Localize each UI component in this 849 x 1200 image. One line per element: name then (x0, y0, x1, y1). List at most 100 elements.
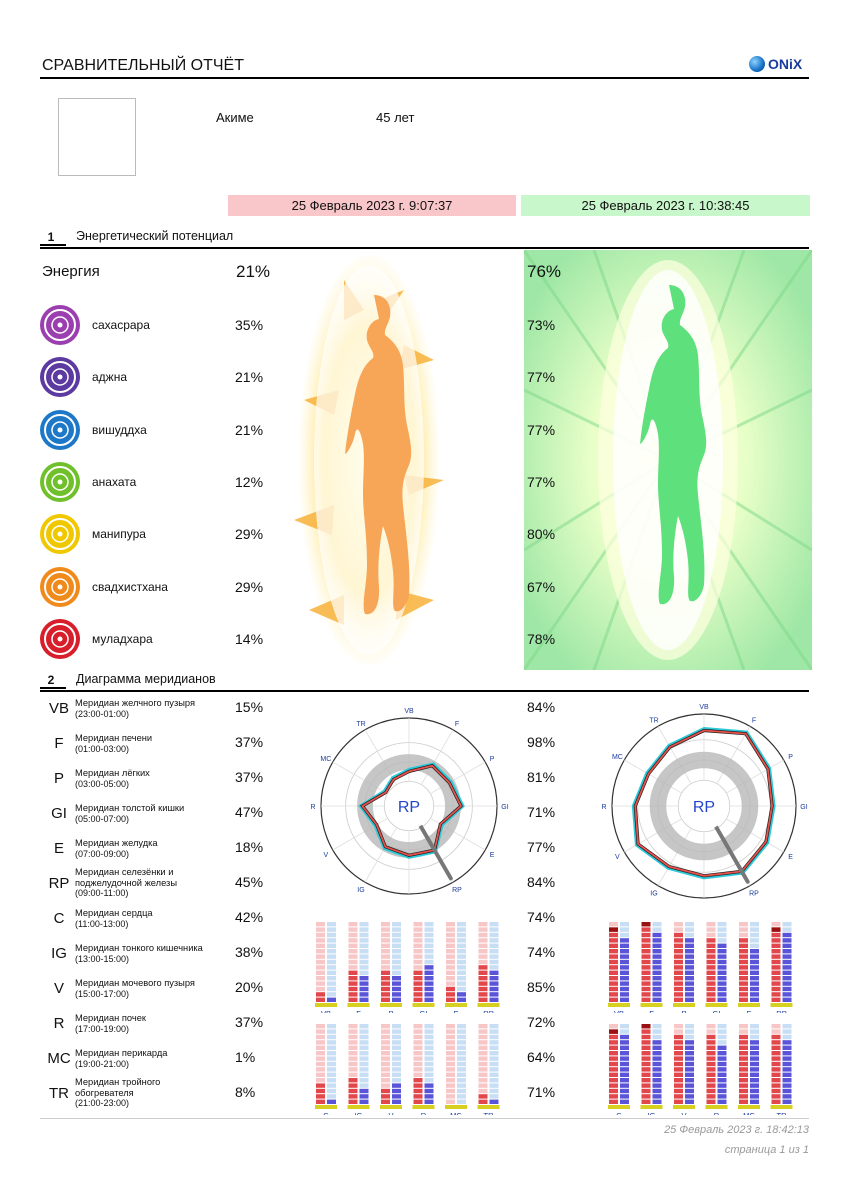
bar-base (380, 1003, 402, 1007)
bar-peak-segment (609, 1029, 618, 1034)
bar-segment (782, 959, 792, 965)
chakra-after-value: 73% (527, 317, 556, 333)
radar-chart-before: VBFPGIERPCIGVRMCTRRP (310, 708, 509, 895)
bar-segment (359, 1099, 369, 1104)
chakra-row: вишуддха (40, 409, 147, 450)
bar-segment (316, 938, 325, 943)
bar-label: R (714, 1111, 720, 1115)
bar-chart-after-group2: C IG V R MC TR (608, 1024, 793, 1115)
bar-segment (685, 1094, 694, 1099)
bar-segment (641, 1056, 651, 1061)
radar-spoke (726, 759, 784, 794)
bar-segment (489, 1034, 499, 1040)
bar-base (315, 1003, 337, 1007)
bar-segment (327, 965, 336, 970)
bar-segment (717, 932, 727, 938)
meridian-title: Меридиан тройного (75, 1077, 161, 1087)
bar-peak-segment (771, 927, 781, 932)
bar-segment (782, 954, 792, 959)
bar-base (673, 1003, 695, 1007)
bar-base (477, 1105, 500, 1109)
bar-segment (327, 1099, 336, 1104)
meridian-title: Меридиан перикарда (75, 1048, 168, 1058)
bar-segment (478, 970, 488, 975)
bar-segment (609, 932, 618, 938)
bar-segment (478, 1083, 488, 1088)
bar-label: P (681, 1009, 686, 1013)
radar-axis-label: GI (800, 804, 807, 811)
bar-segment (771, 1045, 781, 1050)
bar-segment (609, 1072, 618, 1077)
bar-segment (359, 1078, 369, 1083)
bar-segment (381, 965, 390, 970)
bar-segment (620, 1078, 629, 1083)
bar-segment (316, 1051, 325, 1056)
bar-segment (457, 970, 466, 975)
bar-segment (327, 1083, 336, 1088)
bar-segment (381, 1034, 390, 1040)
bar-segment (424, 1078, 434, 1083)
bar-segment (478, 1040, 488, 1045)
bar-segment (446, 1051, 455, 1056)
bar-segment (685, 949, 694, 954)
bar-segment (348, 1072, 358, 1077)
body-aura-before (294, 255, 444, 665)
bar-segment (359, 1045, 369, 1050)
bar-segment (489, 1094, 499, 1099)
bar-segment (424, 965, 434, 970)
bar-segment (717, 1051, 727, 1056)
bar-segment (327, 992, 336, 997)
meridian-before-value: 42% (235, 909, 264, 925)
bar-segment (359, 1072, 369, 1077)
bar-segment (750, 976, 759, 981)
bar-segment (489, 1056, 499, 1061)
body-aura-after (524, 250, 812, 670)
bar-segment (316, 1088, 325, 1094)
bar-segment (413, 1088, 423, 1094)
bar-segment (717, 1083, 727, 1088)
bar-segment (489, 938, 499, 943)
bar-segment (739, 986, 748, 992)
radar-spoke (726, 818, 784, 853)
bar-base (380, 1105, 402, 1109)
bar-segment (446, 954, 455, 959)
bar-segment (717, 938, 727, 943)
bar-segment (392, 1094, 401, 1099)
bar-segment (620, 981, 629, 986)
bar-segment (457, 965, 466, 970)
bar-segment (652, 1061, 662, 1067)
bar-segment (359, 927, 369, 932)
bar-segment (478, 1045, 488, 1050)
bar-segment (739, 943, 748, 948)
bar-segment (327, 1029, 336, 1034)
bar-segment (674, 932, 683, 938)
bar-segment (609, 986, 618, 992)
bar-segment (424, 1029, 434, 1034)
chakra-name: вишуддха (92, 422, 147, 437)
bar-segment (717, 1040, 727, 1045)
bar-segment (446, 1045, 455, 1050)
bar-segment (706, 981, 716, 986)
radar-axis-label: GI (501, 804, 508, 811)
bar-segment (641, 1045, 651, 1050)
bar-segment (446, 1099, 455, 1104)
chakra-name: свадхистхана (92, 579, 168, 594)
bar-segment (674, 1078, 683, 1083)
bar-segment (424, 943, 434, 948)
bar-segment (457, 938, 466, 943)
bar-segment (782, 932, 792, 938)
radar-spoke (364, 827, 398, 883)
meridian-time: (17:00-19:00) (75, 1023, 130, 1034)
bar-segment (771, 970, 781, 975)
bar-segment (478, 932, 488, 938)
bar-segment (348, 1088, 358, 1094)
bar-segment (652, 1083, 662, 1088)
bar-segment (674, 949, 683, 954)
meridian-code: RP (48, 875, 70, 892)
bar-segment (316, 927, 325, 932)
bar-segment (674, 1040, 683, 1045)
radar-axis-label: TR (649, 717, 658, 724)
bar-segment (641, 959, 651, 965)
chakra-name: аджна (92, 370, 128, 385)
bar-segment (620, 943, 629, 948)
